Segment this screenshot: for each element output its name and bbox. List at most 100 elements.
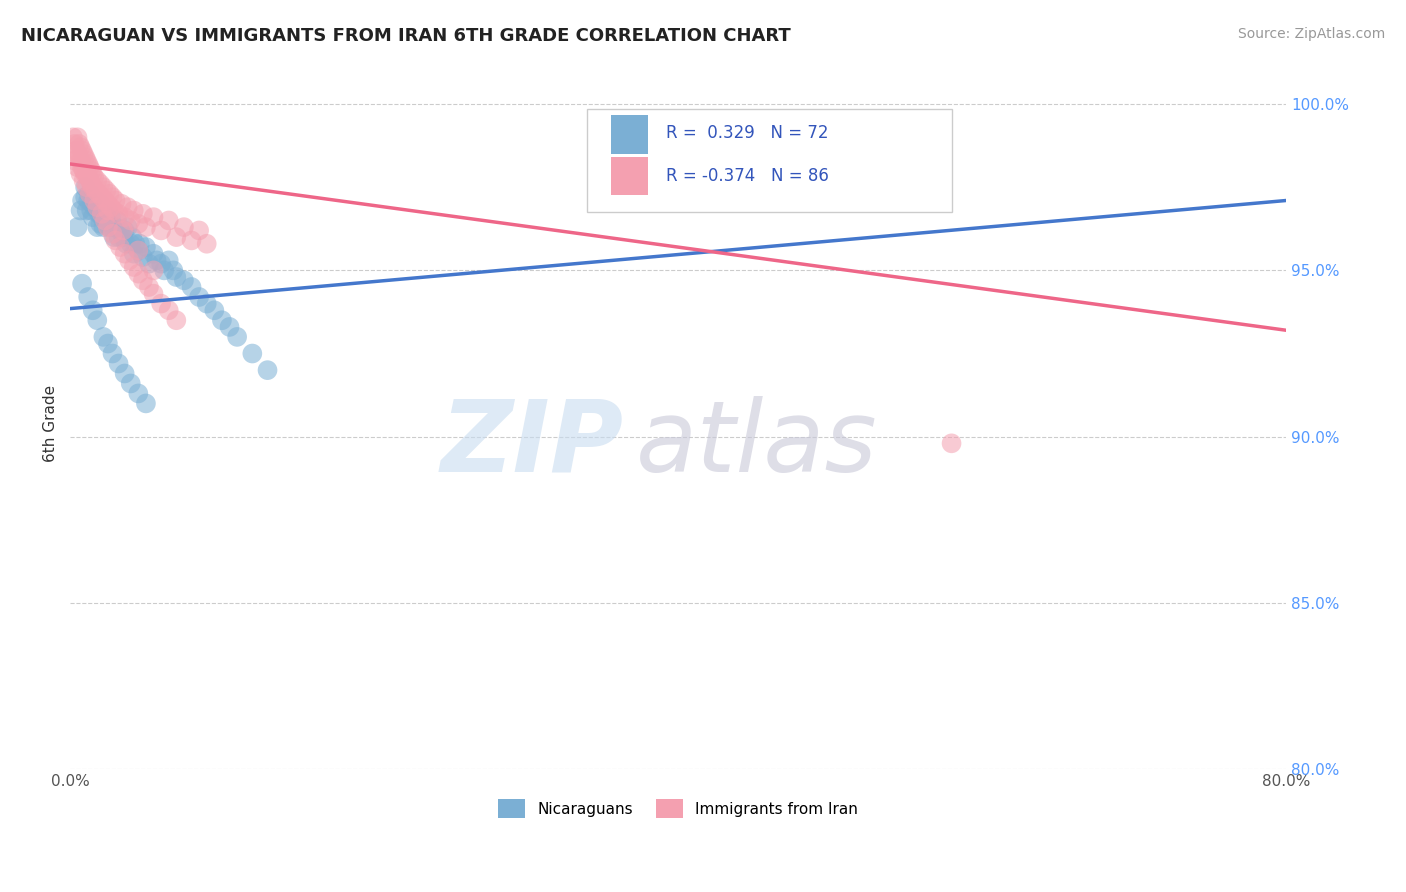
Point <box>107 357 129 371</box>
Point <box>77 194 100 208</box>
Point <box>121 230 143 244</box>
Point <box>69 167 91 181</box>
Point <box>157 303 180 318</box>
Point <box>211 313 233 327</box>
Point <box>97 203 120 218</box>
Point <box>138 257 160 271</box>
Point <box>86 313 108 327</box>
Legend: Nicaraguans, Immigrants from Iran: Nicaraguans, Immigrants from Iran <box>492 793 865 824</box>
Point <box>173 273 195 287</box>
Point <box>157 213 180 227</box>
Point <box>82 180 104 194</box>
Point <box>135 240 157 254</box>
Point <box>127 267 149 281</box>
Point <box>80 163 103 178</box>
Point <box>180 280 202 294</box>
Point <box>107 207 129 221</box>
Point <box>114 246 136 260</box>
Point <box>135 396 157 410</box>
Point <box>77 290 100 304</box>
Point <box>108 223 131 237</box>
Point <box>150 257 173 271</box>
Point <box>142 210 165 224</box>
Point <box>90 207 112 221</box>
Point <box>87 186 110 201</box>
Point <box>132 273 155 287</box>
Point <box>75 150 97 164</box>
Point <box>80 203 103 218</box>
Point <box>142 263 165 277</box>
Y-axis label: 6th Grade: 6th Grade <box>44 384 58 462</box>
Point <box>112 223 135 237</box>
Point <box>114 367 136 381</box>
Point <box>101 220 124 235</box>
Bar <box>612 157 648 195</box>
Point <box>117 200 139 214</box>
Point <box>63 136 86 151</box>
Point <box>93 330 115 344</box>
Point <box>69 203 91 218</box>
Point <box>97 220 120 235</box>
Point <box>103 230 125 244</box>
Point <box>117 220 139 235</box>
Point <box>104 220 127 235</box>
Point <box>240 346 263 360</box>
Point <box>124 236 146 251</box>
FancyBboxPatch shape <box>586 109 952 212</box>
Point <box>94 213 117 227</box>
Point <box>138 280 160 294</box>
Point <box>72 147 94 161</box>
Point <box>70 277 93 291</box>
Point <box>98 186 121 201</box>
Point <box>93 220 115 235</box>
Point <box>77 170 100 185</box>
Point <box>90 210 112 224</box>
Text: R =  0.329   N = 72: R = 0.329 N = 72 <box>666 124 828 142</box>
Point <box>66 160 89 174</box>
Point <box>70 194 93 208</box>
Point <box>105 213 128 227</box>
Point <box>188 223 211 237</box>
Point <box>86 200 108 214</box>
Point <box>941 436 963 450</box>
Point <box>83 194 105 208</box>
Point <box>115 236 138 251</box>
Point <box>118 253 141 268</box>
Point <box>76 153 98 168</box>
Point <box>128 236 150 251</box>
Point <box>82 197 104 211</box>
Point <box>84 184 107 198</box>
Point <box>79 173 101 187</box>
Point <box>101 227 124 241</box>
Point <box>132 207 155 221</box>
Point <box>90 190 112 204</box>
Point <box>114 223 136 237</box>
Point <box>86 173 108 187</box>
Point <box>75 167 97 181</box>
Point <box>100 210 122 224</box>
Point <box>67 150 90 164</box>
Point <box>218 319 240 334</box>
Point <box>150 223 173 237</box>
Point <box>202 303 225 318</box>
Point <box>66 130 89 145</box>
Point <box>96 184 118 198</box>
Point <box>142 246 165 260</box>
Point <box>104 234 127 248</box>
Point <box>153 263 176 277</box>
Text: ZIP: ZIP <box>440 396 623 492</box>
Point <box>226 330 249 344</box>
Point <box>127 386 149 401</box>
Point <box>98 220 121 235</box>
Point <box>82 167 104 181</box>
Point <box>97 197 120 211</box>
Point <box>94 194 117 208</box>
Point <box>122 260 145 274</box>
Text: NICARAGUAN VS IMMIGRANTS FROM IRAN 6TH GRADE CORRELATION CHART: NICARAGUAN VS IMMIGRANTS FROM IRAN 6TH G… <box>21 27 790 45</box>
Point <box>112 230 135 244</box>
Point <box>67 136 90 151</box>
Point <box>107 230 129 244</box>
Text: atlas: atlas <box>636 396 877 492</box>
Point <box>83 170 105 185</box>
Point <box>145 253 167 268</box>
